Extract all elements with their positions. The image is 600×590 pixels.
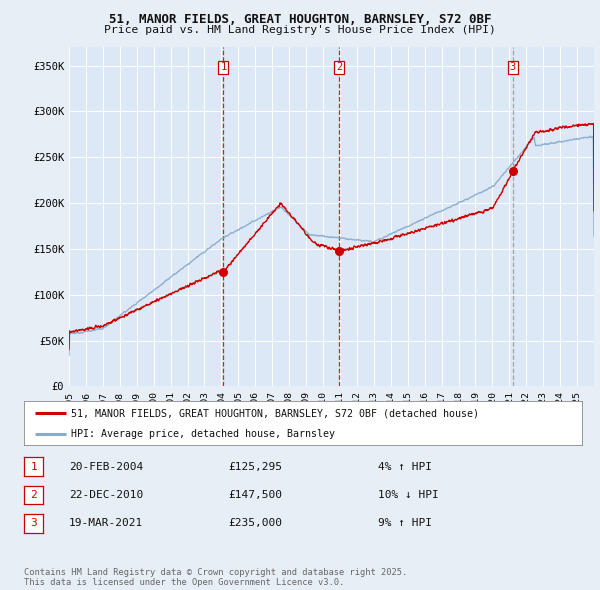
Text: 2: 2 [337,63,343,73]
Text: 3: 3 [30,519,37,528]
Text: 4% ↑ HPI: 4% ↑ HPI [378,462,432,471]
Text: Price paid vs. HM Land Registry's House Price Index (HPI): Price paid vs. HM Land Registry's House … [104,25,496,35]
Text: 2: 2 [30,490,37,500]
Text: 1: 1 [220,63,227,73]
Text: 20-FEB-2004: 20-FEB-2004 [69,462,143,471]
Text: 51, MANOR FIELDS, GREAT HOUGHTON, BARNSLEY, S72 0BF (detached house): 51, MANOR FIELDS, GREAT HOUGHTON, BARNSL… [71,408,479,418]
Text: £235,000: £235,000 [228,519,282,528]
Text: £125,295: £125,295 [228,462,282,471]
Text: 22-DEC-2010: 22-DEC-2010 [69,490,143,500]
Text: 51, MANOR FIELDS, GREAT HOUGHTON, BARNSLEY, S72 0BF: 51, MANOR FIELDS, GREAT HOUGHTON, BARNSL… [109,13,491,26]
Text: 10% ↓ HPI: 10% ↓ HPI [378,490,439,500]
Text: £147,500: £147,500 [228,490,282,500]
Text: Contains HM Land Registry data © Crown copyright and database right 2025.
This d: Contains HM Land Registry data © Crown c… [24,568,407,587]
Text: 19-MAR-2021: 19-MAR-2021 [69,519,143,528]
Text: 9% ↑ HPI: 9% ↑ HPI [378,519,432,528]
Bar [223,47,513,386]
Text: 3: 3 [510,63,516,73]
Text: HPI: Average price, detached house, Barnsley: HPI: Average price, detached house, Barn… [71,428,335,438]
Text: 1: 1 [30,462,37,471]
